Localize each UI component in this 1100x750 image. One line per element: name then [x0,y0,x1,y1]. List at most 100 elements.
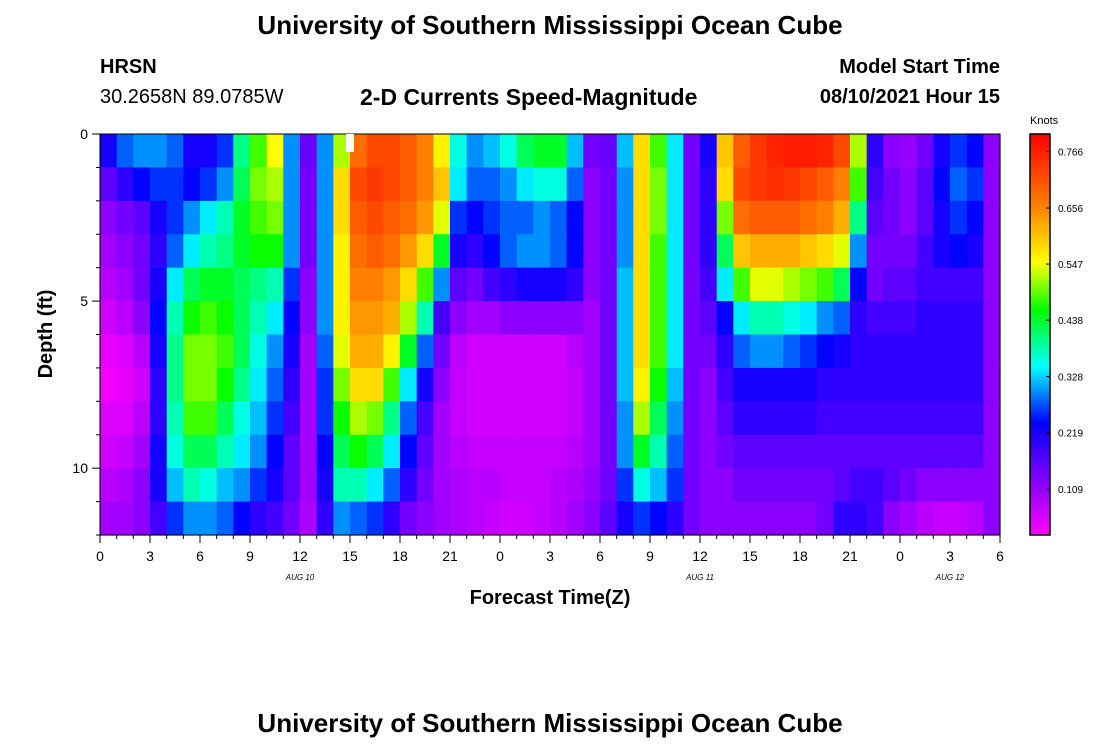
heatmap-cell [383,234,401,269]
heatmap-cell [900,134,918,169]
heatmap-cell [283,134,301,169]
heatmap-cell [850,434,868,469]
heatmap-cell [483,301,501,336]
heatmap-cell [816,468,834,503]
heatmap-cell [216,134,234,169]
x-axis: 0 3 6 9 12 15 18 21 0 3 6 9 12 15 18 21 0 3 6 AUG 10 AUG 11 A… [96,535,1004,582]
heatmap-cell [633,434,651,469]
heatmap-cell [400,167,418,202]
chart-subtitle: 2-D Currents Speed-Magnitude [360,84,698,110]
heatmap-cell [783,200,801,235]
heatmap-cell [466,134,484,169]
heatmap-cell [150,234,168,269]
heatmap-cell [966,267,984,302]
heatmap-cell [266,401,284,436]
heatmap-cell [200,334,218,369]
heatmap-cell [683,234,701,269]
heatmap-cell [516,267,534,302]
heatmap-cell [483,367,501,402]
heatmap-cell [116,134,134,169]
heatmap-cell [316,267,334,302]
heatmap-cell [916,468,934,503]
heatmap-cell [133,200,151,235]
heatmap-cell [550,367,568,402]
heatmap-cell [183,468,201,503]
heatmap-cell [116,234,134,269]
heatmap-cell [166,134,184,169]
heatmap-cell [733,468,751,503]
heatmap-cell [900,434,918,469]
heatmap-cell [400,200,418,235]
station-name: HRSN [100,56,157,78]
heatmap-cell [850,334,868,369]
heatmap-cell [916,301,934,336]
heatmap-cell [100,501,118,536]
heatmap-cell [466,301,484,336]
heatmap-cell [883,468,901,503]
heatmap-cell [483,200,501,235]
heatmap-cell [866,468,884,503]
heatmap-cell [700,434,718,469]
heatmap-cell [933,334,951,369]
heatmap-cell [650,167,668,202]
heatmap-cell [316,468,334,503]
heatmap-cell [983,134,1001,169]
heatmap-cell [650,434,668,469]
heatmap-cell [633,501,651,536]
y-tick-label: 0 [80,126,88,142]
heatmap-cell [650,134,668,169]
heatmap-cell [533,200,551,235]
heatmap-cell [566,301,584,336]
heatmap-cell [866,267,884,302]
heatmap-cell [700,134,718,169]
heatmap-cell [966,401,984,436]
heatmap-cell [100,200,118,235]
heatmap-cell [666,267,684,302]
heatmap-cell [400,367,418,402]
heatmap-cell [250,501,268,536]
heatmap-cell [500,434,518,469]
heatmap-cell [983,434,1001,469]
heatmap-cell [616,367,634,402]
heatmap-cells [100,134,1001,536]
x-axis-label: Forecast Time(Z) [470,587,631,609]
heatmap-cell [666,200,684,235]
heatmap-cell [133,434,151,469]
heatmap-cell [116,167,134,202]
heatmap-cell [883,134,901,169]
heatmap-cell [750,301,768,336]
heatmap-cell [433,200,451,235]
heatmap-cell [300,334,318,369]
heatmap-cell [583,334,601,369]
heatmap-cell [750,234,768,269]
heatmap-cell [333,367,351,402]
heatmap-cell [400,301,418,336]
heatmap-cell [966,167,984,202]
heatmap-cell [150,501,168,536]
heatmap-cell [416,434,434,469]
heatmap-cell [616,267,634,302]
heatmap-cell [433,401,451,436]
heatmap-cell [366,468,384,503]
heatmap-cell [833,234,851,269]
colorbar-title: Knots [1030,115,1059,127]
y-axis-label: Depth (ft) [35,290,57,379]
heatmap-cell [316,301,334,336]
heatmap-cell [750,367,768,402]
heatmap-cell [883,167,901,202]
heatmap-cell [266,267,284,302]
heatmap-cell [583,234,601,269]
heatmap-cell [783,501,801,536]
heatmap-cell [900,234,918,269]
heatmap-cell [300,234,318,269]
heatmap-cell [983,468,1001,503]
heatmap-cell [183,367,201,402]
x-tick-label: 6 [596,548,604,564]
x-tick-label: 6 [196,548,204,564]
heatmap-cell [200,134,218,169]
heatmap-cell [550,267,568,302]
heatmap-cell [700,367,718,402]
heatmap-cell [650,334,668,369]
heatmap-cell [150,334,168,369]
heatmap-cell [850,501,868,536]
